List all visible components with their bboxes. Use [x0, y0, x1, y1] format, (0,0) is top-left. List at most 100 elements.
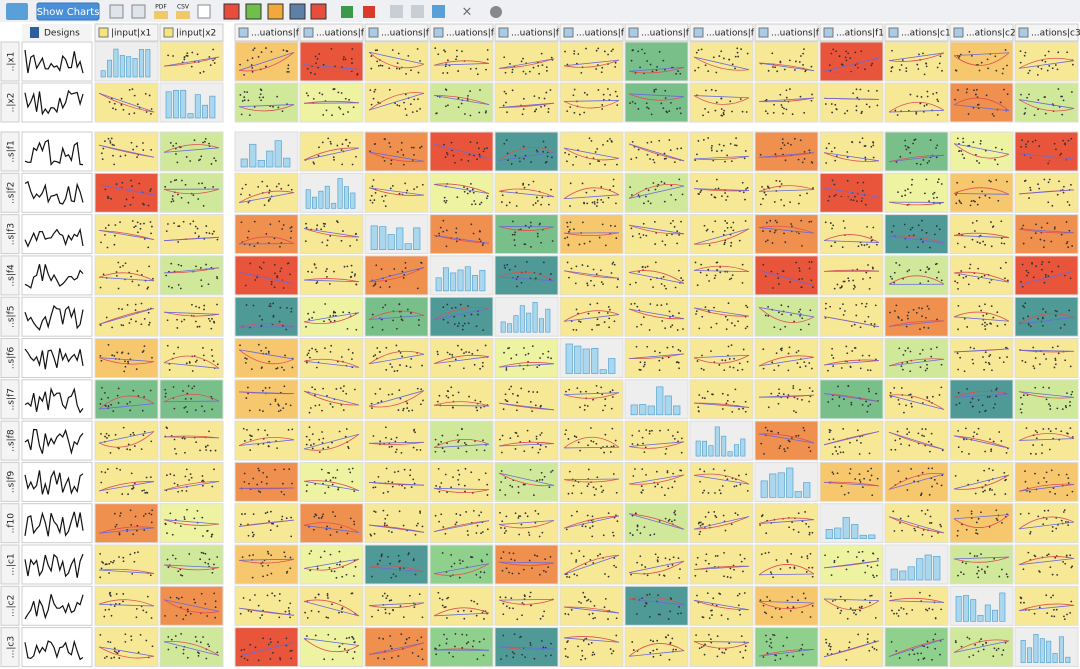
scatter-dot — [733, 324, 736, 327]
scatter-plot — [693, 511, 750, 536]
scatter-dot — [100, 241, 102, 244]
matrix-cell — [494, 172, 559, 213]
scatter-dot — [333, 570, 336, 573]
scatter-dot — [654, 188, 657, 191]
scatter-dot — [313, 162, 315, 165]
fit-curve — [823, 359, 880, 366]
scatter-dot — [524, 353, 527, 356]
icon[interactable] — [411, 5, 424, 18]
scatter-dot — [1037, 65, 1040, 68]
scatter-dot — [333, 270, 335, 273]
scatter-dot — [615, 237, 618, 240]
icon[interactable] — [432, 5, 445, 18]
scatter-dot — [516, 275, 519, 278]
scatter-dot — [664, 557, 667, 560]
scatter-dot — [329, 534, 332, 536]
icon[interactable] — [267, 3, 284, 20]
scatter-dot — [504, 266, 507, 269]
refresh-button[interactable] — [6, 3, 28, 20]
scatter-dot — [289, 567, 292, 570]
scatter-dot — [667, 356, 670, 359]
scatter-dot — [642, 365, 645, 368]
scatter-plot — [238, 550, 295, 579]
scatter-dot — [695, 313, 697, 315]
scatter-dot — [287, 64, 290, 67]
scatter-dot — [593, 494, 596, 496]
show-charts-button[interactable] — [36, 2, 100, 21]
icon[interactable] — [109, 4, 124, 19]
fit-curve — [163, 144, 220, 153]
scatter-dot — [510, 385, 513, 388]
scatter-dot — [486, 195, 489, 197]
scatter-dot — [384, 205, 387, 208]
scatter-plot — [888, 509, 945, 538]
icon[interactable] — [310, 3, 327, 20]
scatter-dot — [547, 566, 550, 569]
cancel-icon[interactable] — [490, 6, 502, 18]
scatter-dot — [761, 185, 763, 188]
scatter-dot — [440, 440, 443, 443]
scatter-dot — [170, 262, 173, 265]
scatter-dot — [453, 323, 456, 326]
scatter-dot — [1042, 523, 1045, 526]
scatter-dot — [956, 534, 959, 537]
scatter-dot — [129, 448, 131, 451]
scatter-dot — [915, 111, 918, 114]
scatter-dot — [916, 63, 919, 66]
scatter-dot — [119, 221, 121, 224]
scatter-dot — [926, 367, 929, 370]
fit-line — [163, 311, 220, 315]
scatter-dot — [183, 518, 186, 520]
icon[interactable] — [245, 3, 262, 20]
scatter-dot — [1048, 64, 1051, 67]
fit-line — [303, 390, 360, 406]
column-label: ...uations|f3 — [381, 29, 435, 39]
scatter-dot — [113, 559, 115, 562]
scatter-dot — [503, 351, 505, 354]
scatter-dot — [469, 141, 472, 144]
scatter-dot — [593, 202, 596, 205]
icon[interactable] — [131, 4, 146, 19]
scatter-dot — [827, 199, 830, 202]
scatter-dot — [931, 467, 934, 470]
scatter-dot — [696, 556, 699, 559]
scatter-dot — [576, 387, 579, 390]
icon[interactable] — [390, 5, 403, 18]
scatter-dot — [207, 562, 210, 565]
scatter-dot — [969, 401, 972, 404]
icon[interactable] — [289, 3, 306, 20]
icon[interactable] — [341, 6, 353, 18]
fit-curve — [888, 154, 945, 163]
scatter-plot — [498, 52, 555, 75]
scatter-dot — [1063, 509, 1066, 512]
scatter-dot — [789, 281, 792, 283]
scatter-dot — [349, 517, 352, 520]
scatter-dot — [658, 139, 661, 142]
scatter-dot — [290, 307, 293, 310]
column-label: ...ations|f10 — [836, 29, 890, 39]
matrix-cell — [159, 255, 224, 296]
csv-icon[interactable] — [176, 11, 190, 19]
close-icon[interactable]: × — [462, 5, 473, 20]
scatter-dot — [1037, 183, 1039, 186]
scatter-dot — [741, 181, 744, 184]
icon[interactable] — [197, 4, 211, 19]
scatter-dot — [505, 515, 508, 518]
icon[interactable] — [363, 6, 375, 18]
scatter-dot — [973, 89, 975, 92]
scatter-dot — [568, 388, 571, 391]
designs-icon — [30, 27, 39, 38]
scatter-plot — [758, 88, 815, 116]
scatter-dot — [443, 196, 446, 199]
scatter-dot — [762, 263, 765, 266]
scatter-plot — [823, 467, 880, 497]
scatter-dot — [551, 156, 553, 159]
scatter-dot — [1037, 108, 1039, 111]
scatter-dot — [790, 313, 792, 316]
scatter-dot — [799, 55, 802, 57]
scatter-dot — [1043, 509, 1046, 512]
scatter-dot — [442, 230, 445, 233]
icon[interactable] — [223, 3, 240, 20]
matrix-cell — [949, 420, 1014, 461]
pdf-icon[interactable] — [154, 11, 168, 19]
